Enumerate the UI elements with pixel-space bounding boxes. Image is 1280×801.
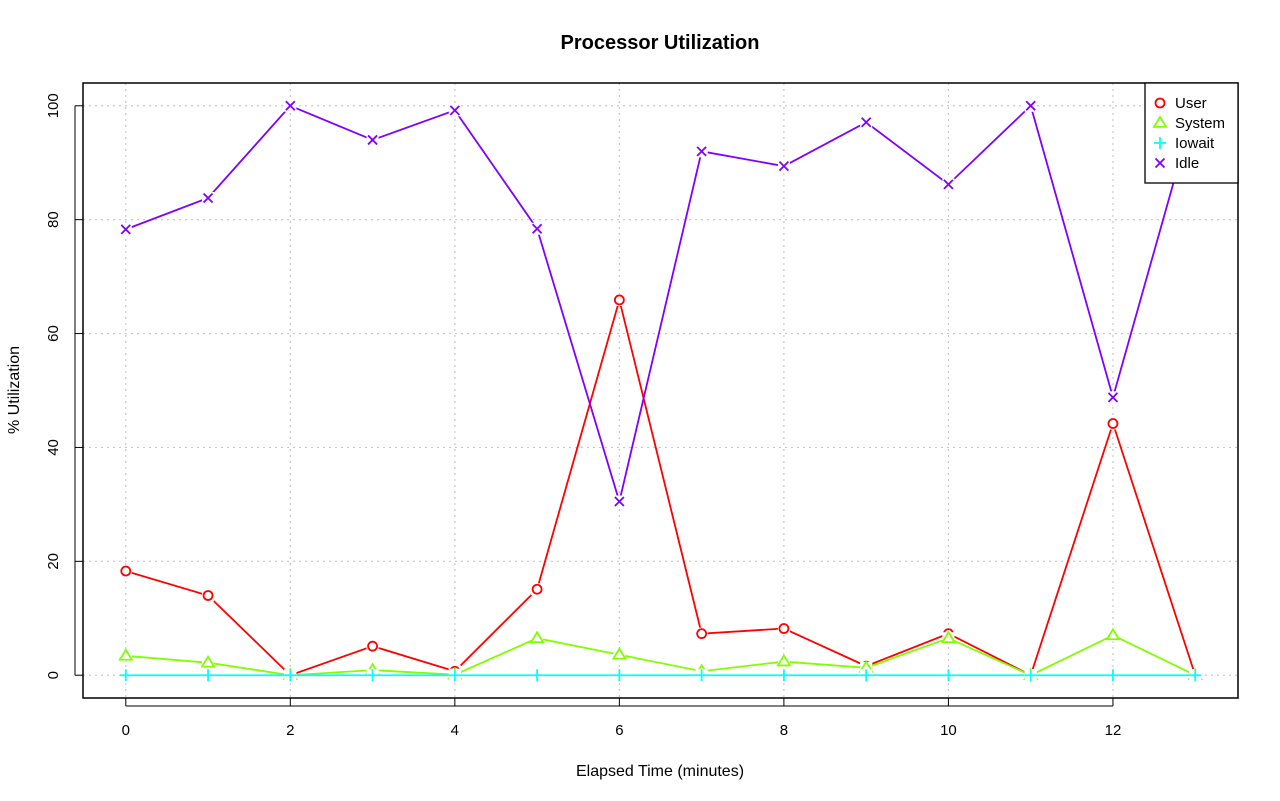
series-system [118,627,1203,682]
data-point-system [529,630,545,644]
data-point-iowait [1024,669,1037,682]
series-iowait [119,669,1202,682]
data-point-idle [1025,100,1036,111]
y-axis-label: % Utilization [6,346,23,434]
data-point-idle [285,100,296,111]
data-point-system [118,648,134,661]
data-point-system [611,646,627,660]
data-point-idle [614,496,625,507]
x-axis-label: Elapsed Time (minutes) [576,763,744,780]
y-tick-label: 40 [45,439,62,456]
y-axis: 0 20 40 60 80 100 [45,93,83,679]
x-tick-label: 4 [451,722,459,739]
y-tick-label: 60 [45,325,62,342]
grid [83,83,1238,698]
data-point-idle [367,134,378,146]
data-point-system [200,654,216,668]
data-point-idle [1107,392,1119,403]
x-tick-label: 0 [122,722,130,739]
data-point-user [120,565,132,577]
y-tick-label: 100 [45,93,62,118]
data-point-iowait [695,669,708,682]
series-line-idle [125,104,1197,506]
series-user [119,293,1202,682]
x-axis: 0 2 4 6 8 10 12 [122,698,1122,739]
data-point-iowait [366,669,379,682]
data-point-iowait [1106,669,1119,682]
data-point-user [367,640,378,652]
data-point-iowait [613,669,626,682]
y-tick-label: 20 [45,553,62,570]
x-tick-label: 8 [780,722,788,739]
data-point-system [1105,627,1121,641]
data-point-bg-user [119,565,132,578]
data-point-idle [943,179,954,190]
data-point-user [778,623,790,634]
x-tick-label: 10 [940,722,957,739]
data-point-user [1107,418,1119,429]
data-point-idle [861,117,872,128]
chart-title: Processor Utilization [561,32,760,54]
y-tick-label: 0 [45,671,62,679]
legend-entry-user: User [1175,95,1207,112]
legend-marker-idle [1154,157,1166,169]
legend: User System Iowait Idle [1144,82,1239,184]
data-point-iowait [777,669,790,682]
x-tick-label: 6 [615,722,623,739]
data-point-idle [531,223,543,234]
data-point-user [696,628,708,640]
legend-entry-idle: Idle [1175,155,1199,172]
legend-marker-system [1152,115,1168,128]
data-point-iowait [202,669,215,682]
data-point-system [776,653,792,667]
data-point-iowait [531,669,544,682]
data-point-user [202,590,214,601]
series-layer [118,99,1203,682]
plot-frame [82,82,1239,699]
data-point-iowait [860,669,873,682]
series-line-user [125,296,1197,677]
data-point-idle [449,105,460,116]
data-point-iowait [119,669,132,682]
data-point-system [940,630,957,644]
series-idle [119,99,1202,508]
x-tick-label: 2 [286,722,294,739]
data-point-iowait [942,669,955,682]
legend-box [1144,82,1239,184]
legend-marker-user [1154,97,1166,109]
data-point-iowait [448,669,461,682]
legend-entry-system: System [1175,115,1225,132]
y-tick-label: 80 [45,211,62,228]
data-point-idle [120,224,131,235]
x-tick-label: 12 [1105,722,1122,739]
data-point-idle [696,146,707,157]
legend-entry-iowait: Iowait [1175,135,1215,152]
data-point-idle [202,192,214,204]
data-point-iowait [1189,669,1202,682]
data-point-iowait [284,669,297,682]
legend-marker-iowait [1154,137,1166,149]
data-point-idle [778,161,790,172]
data-point-user [531,583,543,595]
data-point-user [613,294,625,306]
data-point-bg-system [119,649,132,662]
